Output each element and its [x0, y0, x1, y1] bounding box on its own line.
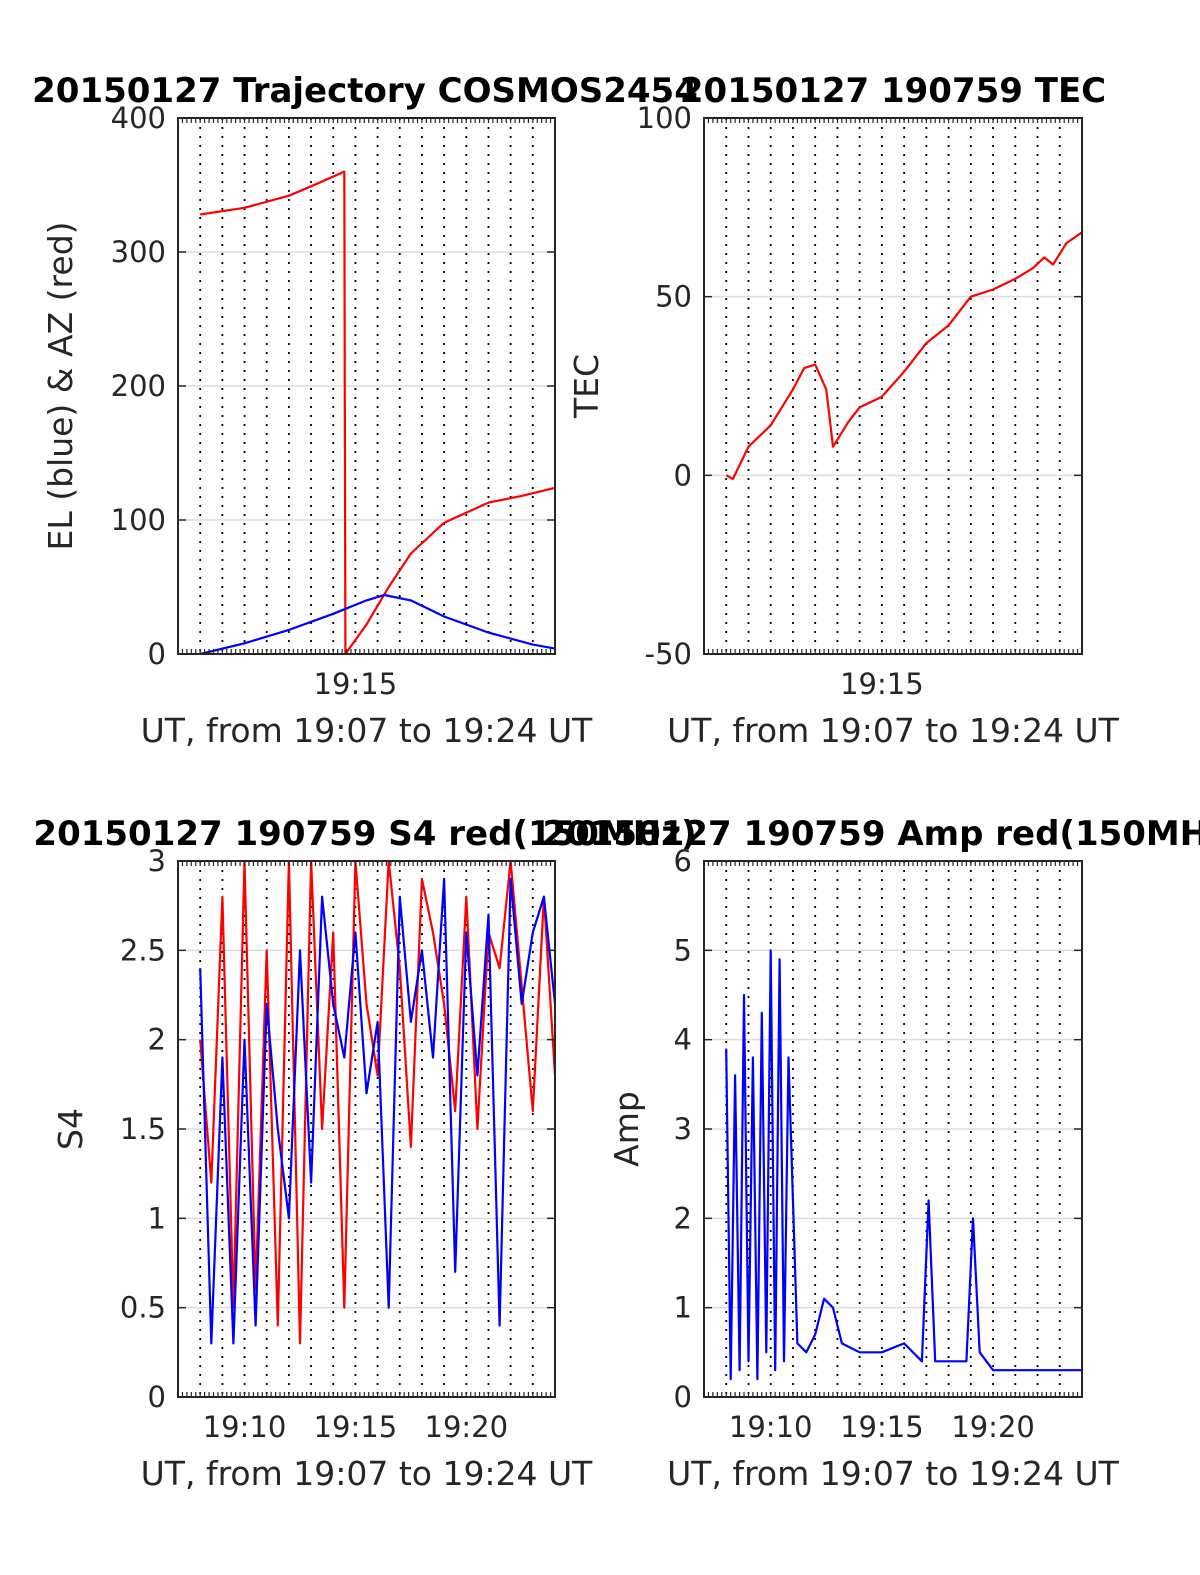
x-tick-label: 19:15 [840, 667, 924, 701]
y-tick-labels: 0 100 200 300 400 [111, 101, 166, 671]
x-axis-label: UT, from 19:07 to 19:24 UT [141, 711, 594, 750]
x-axis-label: UT, from 19:07 to 19:24 UT [667, 711, 1120, 750]
y-tick-labels: -50 0 50 100 [637, 101, 692, 671]
series-group [725, 231, 1083, 480]
x-tick-label: 19:10 [203, 1410, 287, 1444]
x-tick-labels: 19:15 [840, 667, 924, 701]
series-line-blue [725, 949, 1082, 1381]
y-tick-labels: 0 0.5 1 1.5 2 2.5 3 [120, 844, 166, 1414]
x-tick-labels: 19:10 19:15 19:20 [203, 1410, 508, 1444]
x-tick-labels: 19:15 [314, 667, 398, 701]
x-tick-label: 19:10 [729, 1410, 813, 1444]
x-tick-label: 19:20 [951, 1410, 1035, 1444]
x-tick-label: 19:15 [840, 1410, 924, 1444]
series-group [199, 170, 556, 656]
panel-amp: 0 1 2 3 4 5 6 19:10 19:15 19:20 20150127 190759 … [542, 814, 1200, 1493]
y-tick-label: 3 [148, 844, 166, 878]
panel-title: 20150127 Trajectory COSMOS2454 [32, 71, 698, 111]
y-axis-label: TEC [567, 354, 606, 419]
y-tick-label: 300 [111, 235, 166, 269]
y-tick-label: 3 [674, 1112, 692, 1146]
series-line-red [199, 859, 557, 1345]
y-tick-label: 50 [655, 280, 692, 314]
y-tick-label: 2 [674, 1201, 692, 1235]
panel-title: 20150127 190759 S4 red(150MHz) [33, 814, 696, 854]
y-tick-label: 1 [148, 1201, 166, 1235]
x-tick-label: 19:15 [314, 667, 398, 701]
y-tick-label: 0 [148, 637, 166, 671]
series-line-blue [199, 593, 556, 656]
y-tick-label: 5 [674, 933, 692, 967]
y-tick-label: 4 [674, 1023, 692, 1057]
panel-title: 20150127 190759 TEC [680, 71, 1106, 111]
x-axis-label: UT, from 19:07 to 19:24 UT [141, 1454, 594, 1493]
y-tick-label: 1.5 [120, 1112, 166, 1146]
y-tick-label: 0 [674, 458, 692, 492]
tick-marks [177, 860, 556, 1398]
series-line-blue [199, 877, 557, 1345]
y-tick-label: 100 [111, 503, 166, 537]
tick-marks [703, 117, 1083, 655]
x-axis-label: UT, from 19:07 to 19:24 UT [667, 1454, 1120, 1493]
tick-marks [703, 860, 1083, 1398]
x-tick-label: 19:15 [314, 1410, 398, 1444]
grid [704, 117, 1082, 655]
y-tick-labels: 0 1 2 3 4 5 6 [674, 844, 692, 1414]
x-tick-label: 19:20 [425, 1410, 509, 1444]
grid [178, 117, 555, 655]
y-axis-label: Amp [607, 1091, 646, 1167]
y-tick-label: 1 [674, 1291, 692, 1325]
y-tick-label: 200 [111, 369, 166, 403]
x-tick-labels: 19:10 19:15 19:20 [729, 1410, 1035, 1444]
y-tick-label: 2 [148, 1023, 166, 1057]
series-line-red [725, 231, 1083, 480]
axes-frame [703, 117, 1083, 655]
y-tick-label: 2.5 [120, 933, 166, 967]
y-tick-label: 100 [637, 101, 692, 135]
y-tick-label: 0 [148, 1380, 166, 1414]
y-tick-label: 400 [111, 101, 166, 135]
panel-s4: 0 0.5 1 1.5 2 2.5 3 19:10 19:15 19:20 20150127 1… [33, 814, 696, 1493]
y-tick-label: 0 [674, 1380, 692, 1414]
y-tick-label: -50 [645, 637, 692, 671]
y-tick-label: 0.5 [120, 1291, 166, 1325]
tick-marks [177, 117, 556, 655]
y-axis-label: EL (blue) & AZ (red) [41, 221, 80, 550]
series-line-red [200, 170, 556, 656]
y-axis-label: S4 [51, 1108, 90, 1150]
series-group [199, 859, 557, 1345]
panel-title: 20150127 190759 Amp red(150MHz) [542, 814, 1200, 854]
y-tick-label: 6 [674, 844, 692, 878]
series-group [725, 949, 1082, 1381]
panel-trajectory: 0 100 200 300 400 19:15 20150127 Trajectory … [32, 71, 698, 750]
